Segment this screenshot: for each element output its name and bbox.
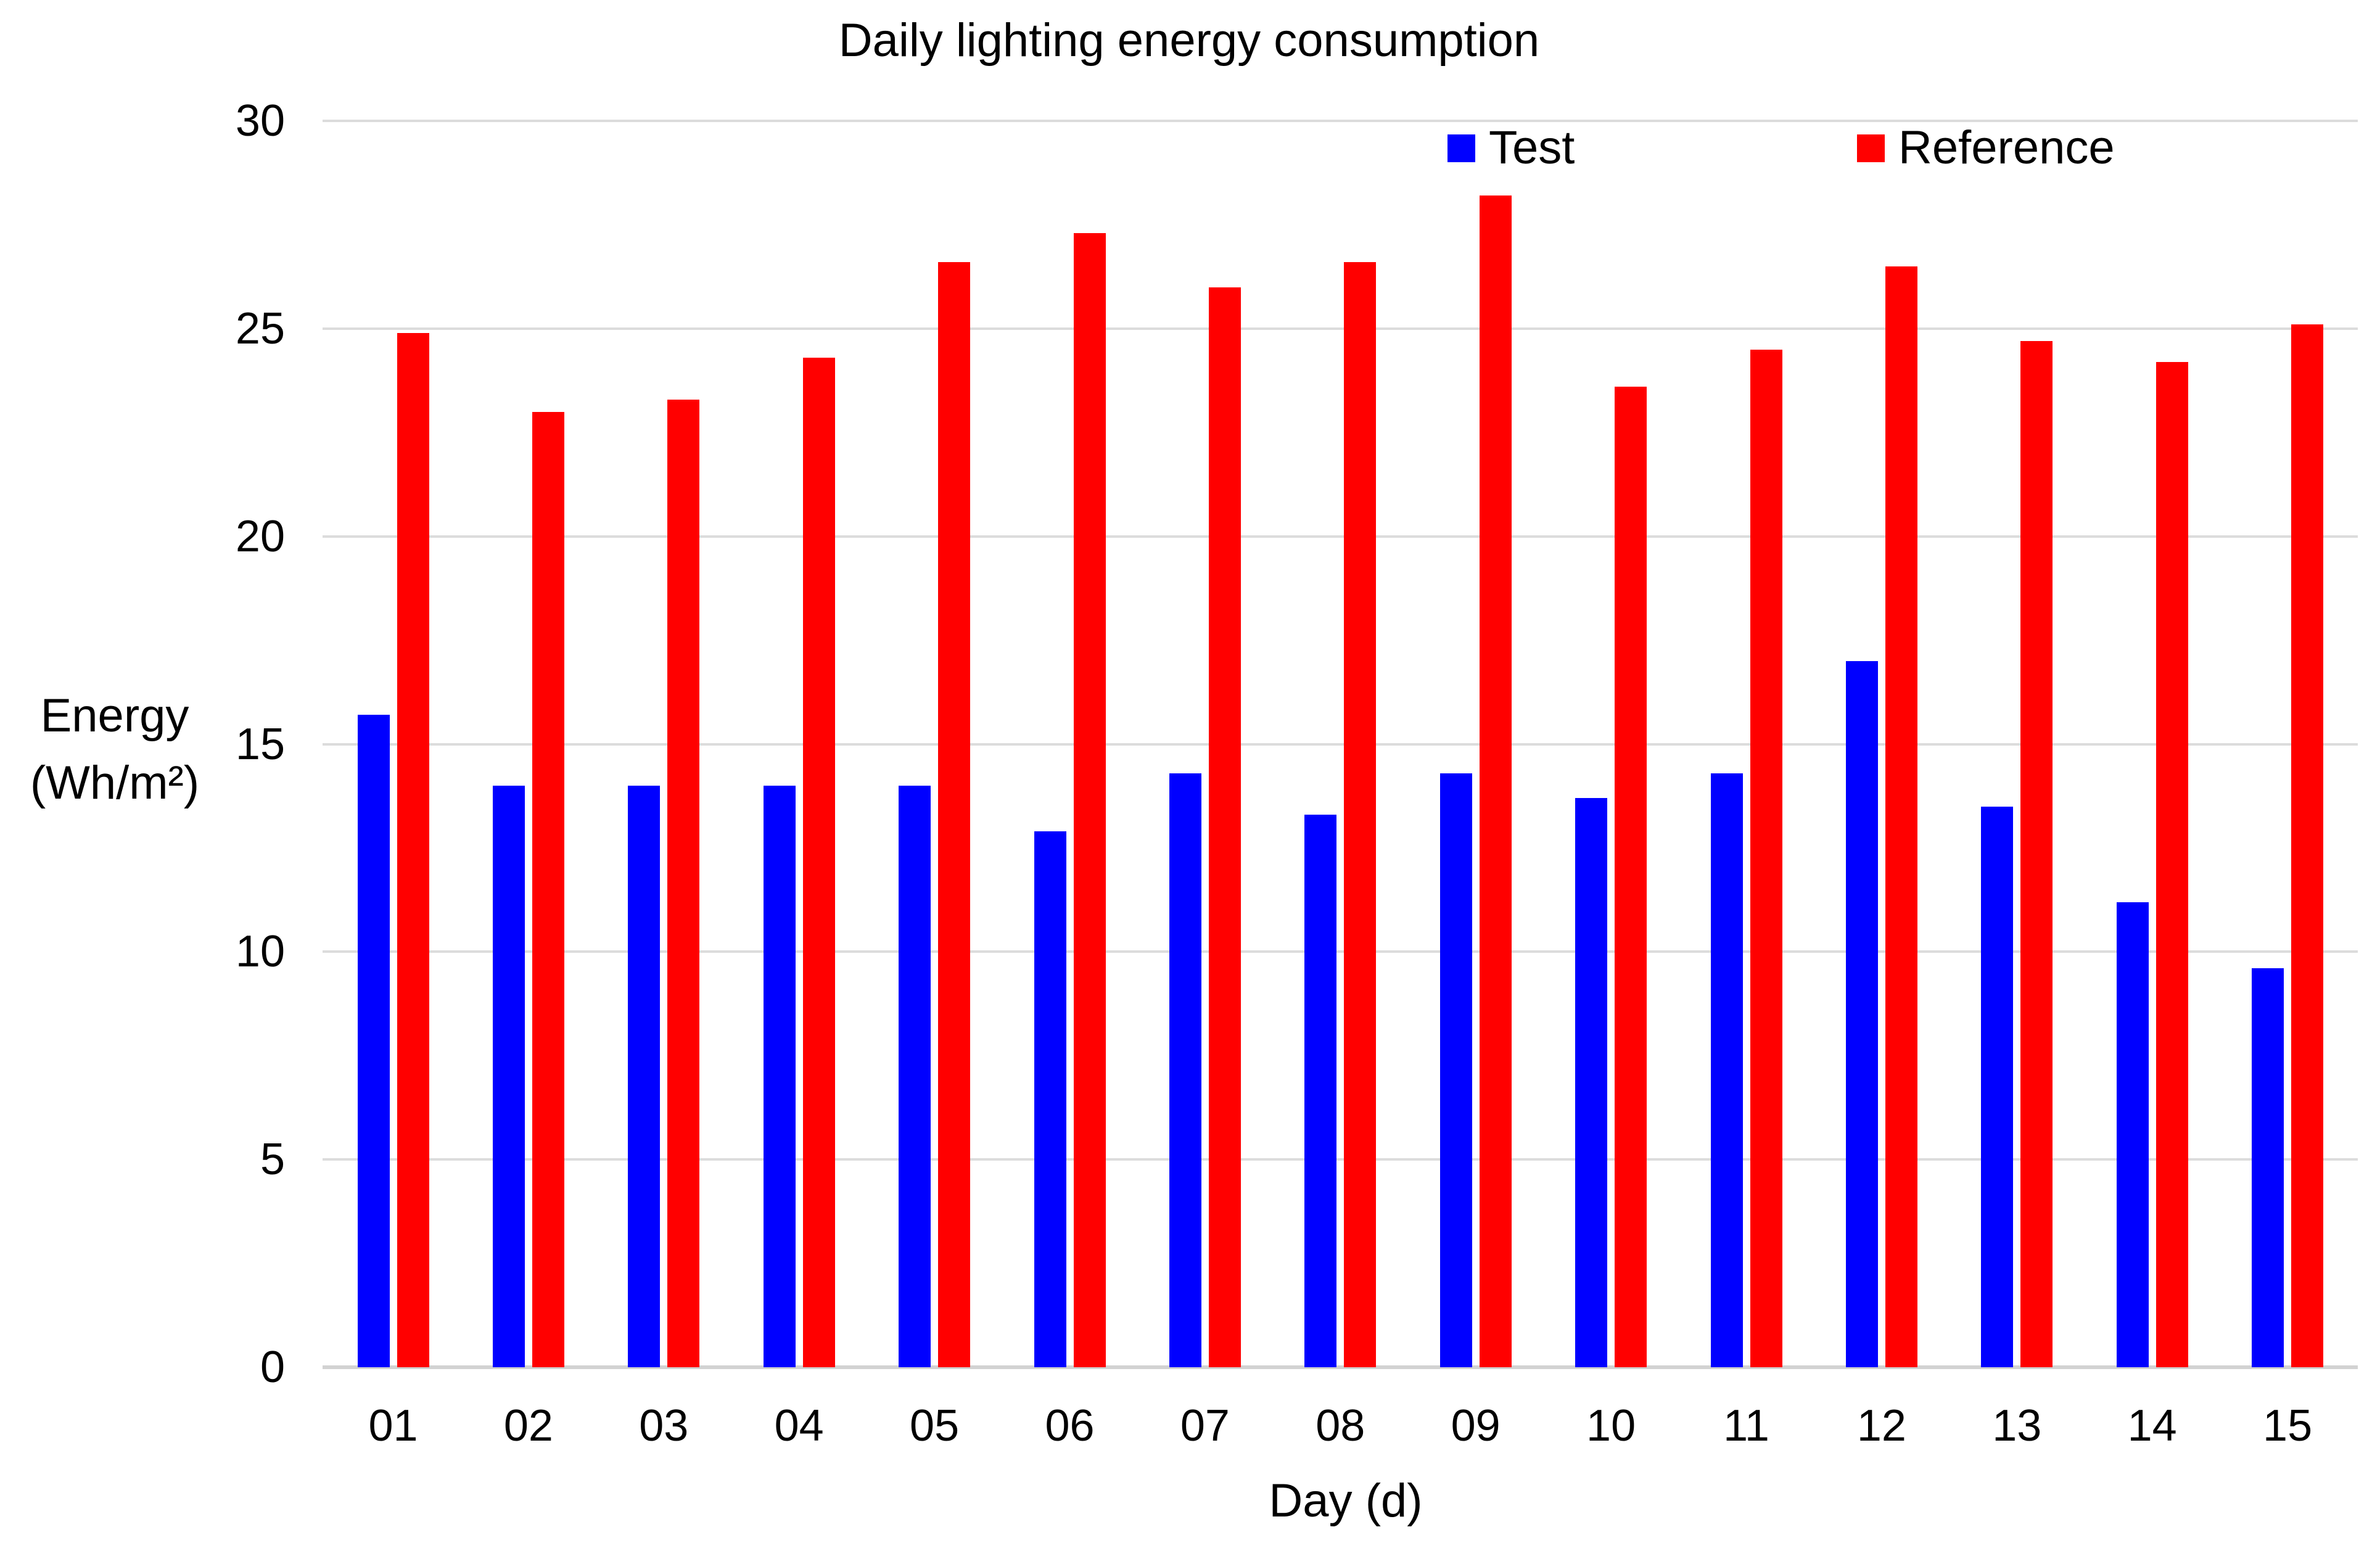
bar-test-day-09 [1439,773,1472,1367]
bar-reference-day-05 [938,262,971,1367]
bar-test-day-08 [1304,815,1337,1367]
bar-reference-day-01 [397,332,429,1367]
bar-test-day-11 [1710,773,1743,1367]
x-tick-label-05: 05 [910,1401,960,1450]
bar-reference-day-11 [1750,349,1782,1367]
bar-reference-day-10 [1615,387,1647,1367]
bar-test-day-10 [1575,798,1608,1367]
bar-reference-day-07 [1208,287,1241,1367]
bar-reference-day-02 [532,411,564,1367]
bar-reference-day-09 [1479,195,1512,1367]
reference-swatch-icon [1857,134,1885,162]
y-axis-title: Energy (Wh/m²) [4,682,226,817]
y-tick-label-10: 10 [235,927,285,977]
y-tick-label-25: 25 [235,304,285,353]
legend-label-test: Test [1489,121,1575,174]
y-tick-label-20: 20 [235,511,285,561]
x-axis-line [323,1365,2358,1369]
x-tick-label-12: 12 [1856,1401,1906,1450]
bar-test-day-04 [763,785,796,1367]
x-tick-label-15: 15 [2263,1401,2313,1450]
y-tick-label-0: 0 [260,1343,285,1392]
bar-test-day-07 [1169,773,1201,1367]
x-tick-label-01: 01 [368,1401,418,1450]
bar-reference-day-08 [1344,262,1377,1367]
gridline-20 [323,535,2358,538]
bar-test-day-03 [628,785,661,1367]
y-tick-label-15: 15 [235,719,285,769]
chart-title: Daily lighting energy consumption [838,14,1540,67]
legend-item-reference: Reference [1857,122,2115,174]
legend-item-test: Test [1447,122,1575,174]
bar-test-day-14 [2116,902,2149,1367]
y-tick-label-5: 5 [260,1135,285,1185]
legend-label-reference: Reference [1898,121,2115,174]
bar-test-day-13 [1981,806,2014,1367]
gridline-10 [323,950,2358,953]
bar-reference-day-12 [1885,266,1917,1367]
x-axis-title: Day (d) [1269,1475,1423,1527]
gridline-5 [323,1158,2358,1161]
y-axis-title-line1: Energy [40,689,189,742]
x-tick-label-10: 10 [1586,1401,1636,1450]
x-tick-label-02: 02 [503,1401,553,1450]
bar-reference-day-14 [2156,361,2188,1367]
x-tick-label-03: 03 [639,1401,689,1450]
bar-test-day-02 [492,785,525,1367]
x-tick-label-11: 11 [1723,1401,1769,1450]
x-tick-label-09: 09 [1451,1401,1501,1450]
y-axis-title-line2: (Wh/m²) [30,757,200,809]
bar-reference-day-15 [2291,324,2324,1367]
x-tick-label-14: 14 [2127,1401,2177,1450]
bar-test-day-01 [357,715,390,1367]
bar-test-day-12 [1845,660,1878,1367]
bar-reference-day-03 [667,399,700,1367]
x-tick-label-13: 13 [1992,1401,2042,1450]
y-tick-label-30: 30 [235,96,285,146]
bar-reference-day-06 [1073,233,1106,1367]
bar-test-day-15 [2252,968,2284,1367]
gridline-30 [323,120,2358,123]
gridline-25 [323,327,2358,330]
gridline-15 [323,743,2358,746]
x-tick-label-07: 07 [1180,1401,1230,1450]
bar-reference-day-13 [2020,341,2053,1367]
bar-reference-day-04 [802,358,835,1367]
bar-test-day-05 [899,785,931,1367]
x-tick-label-06: 06 [1045,1401,1095,1450]
x-tick-label-04: 04 [774,1401,824,1450]
test-swatch-icon [1447,134,1475,162]
bar-test-day-06 [1034,831,1066,1367]
x-tick-label-08: 08 [1316,1401,1365,1450]
